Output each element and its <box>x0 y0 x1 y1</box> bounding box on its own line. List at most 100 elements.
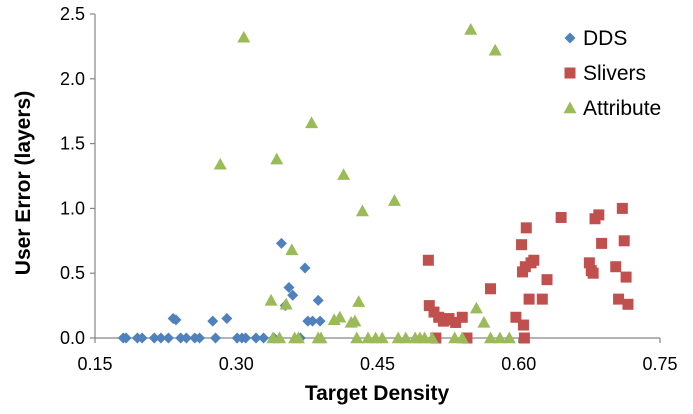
attribute-point <box>484 331 497 344</box>
dds-point <box>250 332 262 344</box>
x-tick-label: 0.75 <box>642 354 677 374</box>
dds-point <box>312 294 324 306</box>
attribute-point <box>337 168 351 180</box>
dds-point <box>155 332 167 344</box>
attribute-point <box>213 157 227 170</box>
data-points <box>117 23 634 344</box>
legend-item-slivers: Slivers <box>564 62 646 85</box>
slivers-point <box>485 283 496 295</box>
dds-point <box>275 237 287 249</box>
slivers-point <box>518 332 530 344</box>
dds-point <box>258 332 270 344</box>
slivers-point <box>618 235 630 247</box>
dds-point <box>283 281 295 293</box>
y-tick-label: 1.5 <box>60 134 85 154</box>
series-attribute <box>213 23 516 344</box>
legend-marker-dds <box>564 32 576 44</box>
slivers-point <box>622 298 634 310</box>
slivers-point <box>456 311 468 323</box>
legend: DDS Slivers Attribute <box>563 27 661 120</box>
x-tick-label: 0.45 <box>360 354 395 374</box>
slivers-point <box>516 239 528 251</box>
attribute-point <box>355 204 369 217</box>
attribute-point <box>464 23 478 35</box>
y-tick-label: 0.5 <box>60 263 85 283</box>
slivers-point <box>528 254 540 266</box>
slivers-point <box>596 237 608 249</box>
attribute-point <box>291 331 305 344</box>
attribute-point <box>352 295 366 307</box>
x-axis-title: Target Density <box>305 382 450 405</box>
y-tick-label: 1.0 <box>60 198 85 218</box>
y-tick-label: 0.0 <box>60 328 85 348</box>
attribute-point <box>314 331 328 344</box>
attribute-point <box>477 315 491 328</box>
attribute-point <box>399 331 413 344</box>
slivers-point <box>450 316 462 328</box>
slivers-point <box>517 319 529 331</box>
dds-point <box>299 262 311 274</box>
slivers-point <box>443 313 455 325</box>
dds-point <box>136 332 148 344</box>
series-dds <box>117 237 326 344</box>
legend-label-attribute: Attribute <box>583 97 661 120</box>
dds-point <box>170 314 182 326</box>
attribute-point <box>279 297 293 310</box>
attribute-point <box>455 331 469 344</box>
dds-point <box>162 332 174 344</box>
slivers-point <box>541 274 553 286</box>
slivers-point <box>422 254 434 266</box>
slivers-point <box>423 300 435 312</box>
series-slivers <box>422 202 634 344</box>
slivers-point <box>461 332 473 344</box>
dds-point <box>148 332 160 344</box>
legend-marker-attribute <box>563 101 577 114</box>
attribute-point <box>285 243 299 256</box>
attribute-point <box>493 331 507 344</box>
slivers-point <box>523 293 535 305</box>
dds-point <box>287 289 299 301</box>
slivers-point <box>616 202 628 214</box>
slivers-point <box>583 257 595 269</box>
attribute-point <box>502 331 516 344</box>
dds-point <box>210 332 222 344</box>
dds-point <box>221 313 233 325</box>
slivers-point <box>555 211 567 223</box>
attribute-point <box>273 331 287 344</box>
slivers-point <box>520 222 532 234</box>
attribute-point <box>348 314 362 327</box>
legend-marker-slivers <box>564 67 576 79</box>
dds-point <box>194 332 206 344</box>
dds-point <box>207 315 219 327</box>
attribute-point <box>375 331 389 344</box>
y-axis-title: User Error (layers) <box>12 91 35 275</box>
y-tick-label: 2.0 <box>60 69 85 89</box>
slivers-point <box>430 332 442 344</box>
dds-point <box>120 332 132 344</box>
dds-point <box>307 315 319 327</box>
attribute-point <box>237 30 251 43</box>
legend-item-dds: DDS <box>564 27 627 50</box>
x-tick-label: 0.60 <box>501 354 536 374</box>
attribute-point <box>270 152 284 165</box>
x-tick-label: 0.30 <box>219 354 254 374</box>
legend-label-dds: DDS <box>583 27 627 50</box>
slivers-point <box>593 209 605 221</box>
slivers-point <box>519 261 531 273</box>
slivers-point <box>610 261 622 273</box>
attribute-point <box>350 331 364 344</box>
attribute-point <box>469 301 483 314</box>
legend-item-attribute: Attribute <box>563 97 661 120</box>
dds-point <box>314 315 326 327</box>
slivers-point <box>536 293 548 305</box>
attribute-point <box>387 194 401 206</box>
slivers-point <box>510 311 522 323</box>
slivers-point <box>620 271 632 283</box>
attribute-point <box>305 116 319 129</box>
dds-point <box>180 332 192 344</box>
attribute-point <box>333 310 347 323</box>
attribute-point <box>264 293 278 306</box>
attribute-point <box>488 43 502 56</box>
axes: 0.0 0.5 1.0 1.5 2.0 2.5 0.15 0.30 0.45 0.60 0.75 <box>60 4 678 374</box>
